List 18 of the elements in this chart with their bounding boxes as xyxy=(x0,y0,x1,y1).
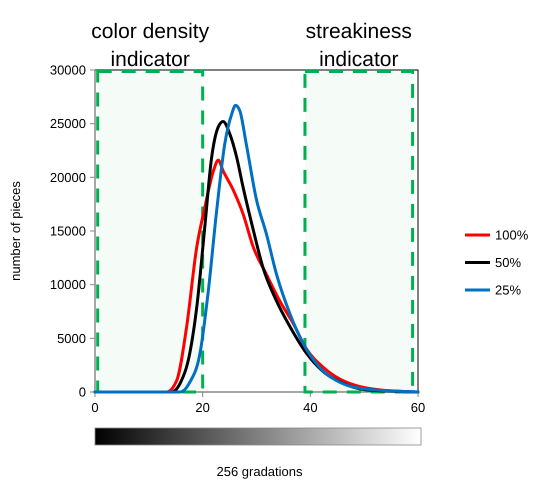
x-tick-label: 60 xyxy=(410,400,426,415)
band-label: color density indicator xyxy=(91,20,210,71)
y-axis-title: number of pieces xyxy=(8,180,23,281)
x-axis-title: 256 gradations xyxy=(216,464,304,479)
legend-label: 25% xyxy=(495,282,522,298)
x-tick-label: 0 xyxy=(91,400,99,415)
band-label: streakiness indicator xyxy=(306,20,412,71)
y-tick-label: 20000 xyxy=(50,170,86,185)
y-tick-label: 5000 xyxy=(57,330,86,346)
y-tick-label: 15000 xyxy=(50,224,86,239)
x-tick-label: 20 xyxy=(195,400,210,415)
y-tick-label: 25000 xyxy=(50,116,86,132)
legend-label: 100% xyxy=(495,228,529,243)
x-tick-label: 40 xyxy=(303,400,318,415)
legend-label: 50% xyxy=(495,255,522,270)
y-tick-label: 30000 xyxy=(50,62,86,78)
y-tick-label: 10000 xyxy=(50,277,86,292)
y-tick-label: 0 xyxy=(78,384,86,400)
